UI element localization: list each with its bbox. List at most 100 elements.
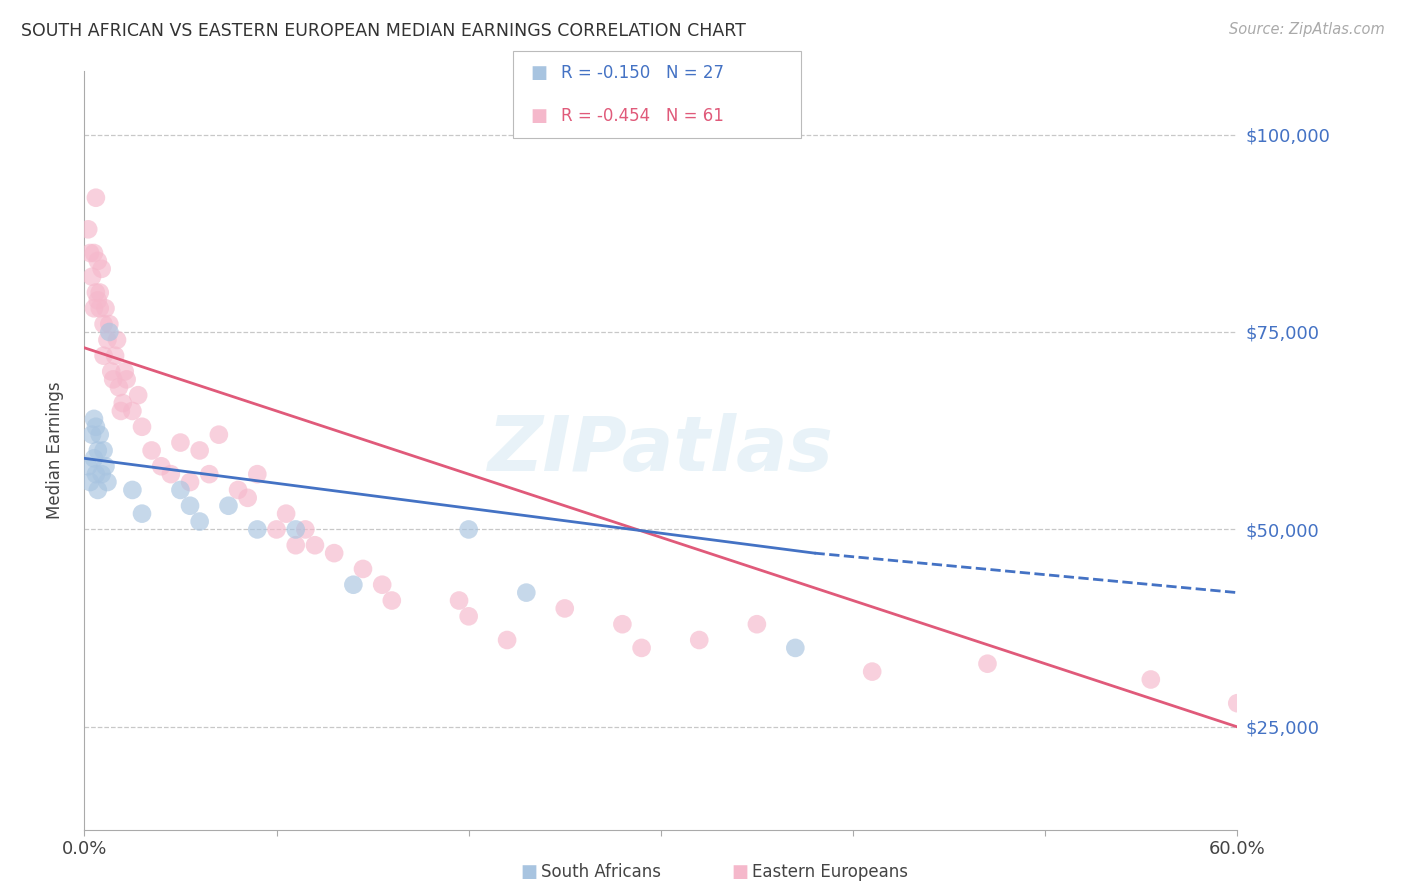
Point — [860, 665, 883, 679]
Point — [121, 404, 143, 418]
Point — [77, 459, 100, 474]
Point — [449, 593, 471, 607]
Point — [381, 593, 404, 607]
Point — [612, 617, 634, 632]
Point — [457, 523, 479, 537]
Point — [236, 491, 259, 505]
Point — [745, 617, 768, 632]
Point — [87, 293, 110, 308]
Point — [246, 523, 269, 537]
Point — [98, 317, 121, 331]
Point — [785, 640, 807, 655]
Point — [87, 253, 110, 268]
Point — [80, 427, 103, 442]
Point — [208, 427, 231, 442]
Text: Source: ZipAtlas.com: Source: ZipAtlas.com — [1229, 22, 1385, 37]
Point — [94, 301, 117, 316]
Point — [198, 467, 221, 482]
Point — [96, 475, 118, 489]
Point — [121, 483, 143, 497]
Text: ZIPatlas: ZIPatlas — [488, 414, 834, 487]
Point — [79, 246, 101, 260]
Point — [554, 601, 576, 615]
Point — [371, 578, 394, 592]
Point — [276, 507, 298, 521]
Point — [226, 483, 249, 497]
Point — [342, 578, 364, 592]
Point — [87, 443, 110, 458]
Point — [115, 372, 138, 386]
Point — [100, 364, 122, 378]
Point — [323, 546, 346, 560]
Point — [110, 404, 132, 418]
Text: South Africans: South Africans — [541, 863, 661, 881]
Point — [104, 349, 127, 363]
Point — [93, 443, 115, 458]
Point — [284, 538, 307, 552]
Point — [304, 538, 326, 552]
Point — [294, 523, 316, 537]
Point — [266, 523, 288, 537]
Point — [114, 364, 136, 378]
Point — [90, 467, 112, 482]
Point — [169, 483, 191, 497]
Point — [93, 349, 115, 363]
Point — [103, 372, 124, 386]
Point — [79, 475, 101, 489]
Point — [246, 467, 269, 482]
Point — [688, 633, 710, 648]
Point — [96, 333, 118, 347]
Point — [89, 285, 111, 300]
Point — [150, 459, 173, 474]
Point — [179, 475, 201, 489]
Point — [188, 515, 211, 529]
Point — [90, 261, 112, 276]
Point — [84, 191, 107, 205]
Point — [83, 301, 105, 316]
Y-axis label: Median Earnings: Median Earnings — [45, 382, 63, 519]
Point — [1226, 696, 1249, 710]
Text: ■: ■ — [530, 63, 547, 82]
Point — [976, 657, 998, 671]
Point — [218, 499, 240, 513]
Text: ■: ■ — [530, 107, 547, 126]
Point — [188, 443, 211, 458]
Point — [131, 419, 153, 434]
Point — [83, 412, 105, 426]
Point — [84, 285, 107, 300]
Point — [83, 451, 105, 466]
Point — [496, 633, 519, 648]
Point — [284, 523, 307, 537]
Point — [515, 585, 537, 599]
Point — [352, 562, 374, 576]
Point — [111, 396, 134, 410]
Point — [77, 222, 100, 236]
Point — [89, 427, 111, 442]
Point — [84, 467, 107, 482]
Point — [93, 317, 115, 331]
Point — [457, 609, 479, 624]
Point — [87, 483, 110, 497]
Point — [169, 435, 191, 450]
Point — [80, 269, 103, 284]
Text: ■: ■ — [731, 863, 748, 881]
Point — [94, 459, 117, 474]
Point — [179, 499, 201, 513]
Point — [160, 467, 183, 482]
Point — [108, 380, 131, 394]
Point — [89, 301, 111, 316]
Point — [141, 443, 163, 458]
Text: Eastern Europeans: Eastern Europeans — [752, 863, 908, 881]
Text: R = -0.150   N = 27: R = -0.150 N = 27 — [561, 63, 724, 82]
Point — [127, 388, 149, 402]
Text: ■: ■ — [520, 863, 537, 881]
Point — [1140, 673, 1163, 687]
Point — [98, 325, 121, 339]
Point — [131, 507, 153, 521]
Point — [105, 333, 128, 347]
Text: SOUTH AFRICAN VS EASTERN EUROPEAN MEDIAN EARNINGS CORRELATION CHART: SOUTH AFRICAN VS EASTERN EUROPEAN MEDIAN… — [21, 22, 747, 40]
Point — [630, 640, 652, 655]
Point — [83, 246, 105, 260]
Text: R = -0.454   N = 61: R = -0.454 N = 61 — [561, 107, 724, 126]
Point — [84, 419, 107, 434]
